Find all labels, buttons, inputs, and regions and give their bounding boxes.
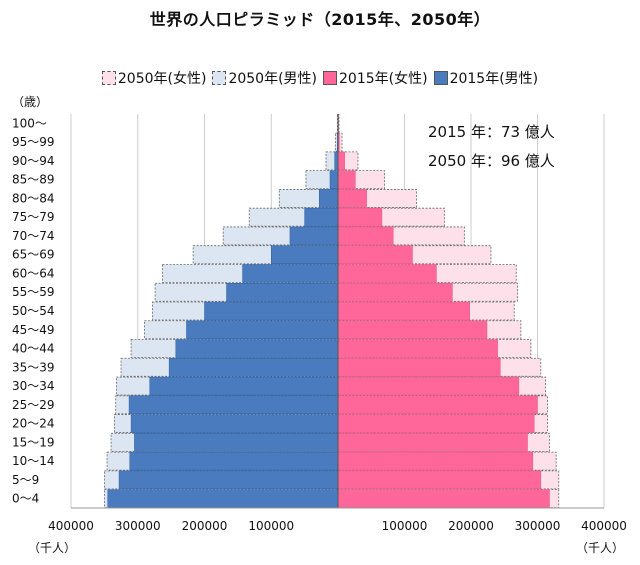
- y-tick-label-18: 10～14: [12, 454, 55, 468]
- bar-m2015-13: [168, 358, 339, 377]
- legend-item-2050-male: 2050年(男性): [212, 68, 317, 88]
- bar-f2015-14: [337, 376, 520, 396]
- y-tick-label-20: 0～4: [12, 492, 39, 506]
- bar-f2015-11: [337, 320, 488, 340]
- y-tick-label-5: 75～79: [12, 210, 55, 224]
- bar-m2015-5: [304, 207, 339, 227]
- bar-m2015-18: [129, 451, 339, 471]
- bar-f2015-17: [337, 433, 528, 452]
- bar-f2015-3: [337, 170, 356, 189]
- y-tick-label-19: 5～9: [12, 473, 39, 487]
- bar-m2015-20: [107, 489, 339, 508]
- bar-f2015-19: [337, 470, 542, 490]
- y-tick-label-1: 95～99: [12, 135, 55, 149]
- bar-m2015-19: [118, 470, 339, 490]
- y-tick-label-14: 30～34: [12, 379, 55, 393]
- annotation-2050: 2050 年：96 億人: [428, 152, 555, 170]
- y-tick-label-12: 40～44: [12, 342, 55, 356]
- bars: [103, 113, 560, 509]
- legend-label-2015-male: 2015年(男性): [449, 71, 539, 87]
- chart-legend: 2050年(女性) 2050年(男性) 2015年(女性) 2015年(男性): [0, 68, 640, 88]
- y-tick-label-6: 70～74: [12, 229, 55, 243]
- bar-m2015-6: [289, 226, 339, 246]
- legend-item-2050-female: 2050年(女性): [101, 68, 207, 88]
- x-axis-unit-left: （千人）: [28, 541, 76, 555]
- bar-m2015-4: [319, 189, 339, 208]
- x-tick-label-5: 200000: [448, 519, 494, 533]
- axes: 100～ 95～99 90～94 85～89 80～84 75～79 70～74 65～69 6…: [12, 114, 627, 533]
- bar-m2015-14: [149, 376, 339, 396]
- y-tick-label-9: 55～59: [12, 285, 55, 299]
- bar-m2015-7: [271, 245, 339, 264]
- x-tick-label-7: 400000: [581, 519, 627, 533]
- y-tick-label-15: 25～29: [12, 398, 55, 412]
- y-tick-label-10: 50～54: [12, 304, 55, 318]
- y-tick-label-0: 100～: [12, 116, 47, 130]
- bar-m2015-15: [128, 395, 339, 415]
- bar-f2015-20: [337, 489, 550, 508]
- bar-f2015-12: [337, 339, 498, 358]
- bar-f2015-5: [337, 207, 383, 227]
- y-axis-label: （歳）: [12, 95, 48, 109]
- bar-m2015-8: [242, 264, 339, 283]
- x-tick-label-3: 100000: [248, 519, 294, 533]
- y-tick-label-13: 35～39: [12, 360, 55, 374]
- legend-label-2015-female: 2015年(女性): [339, 71, 428, 87]
- legend-item-2015-female: 2015年(女性): [323, 68, 428, 88]
- y-tick-label-3: 85～89: [12, 173, 55, 187]
- x-tick-label-4: 100000: [382, 519, 428, 533]
- legend-swatch-2015-female: [323, 71, 337, 85]
- bar-m2015-10: [204, 301, 339, 321]
- bar-f2015-7: [337, 245, 413, 264]
- y-tick-label-16: 20～24: [12, 417, 55, 431]
- bar-m2015-12: [175, 339, 339, 358]
- bar-f2015-9: [337, 282, 453, 302]
- legend-label-2050-female: 2050年(女性): [117, 71, 207, 87]
- bar-m2015-16: [130, 414, 339, 433]
- legend-swatch-2050-female: [101, 71, 116, 85]
- bar-f2015-18: [337, 451, 534, 471]
- bar-f2015-4: [337, 189, 367, 208]
- bar-f2015-15: [337, 395, 538, 415]
- y-tick-label-2: 90～94: [12, 154, 55, 168]
- y-tick-label-4: 80～84: [12, 191, 55, 205]
- y-tick-label-8: 60～64: [12, 266, 55, 280]
- annotation-2015: 2015 年：73 億人: [428, 123, 555, 141]
- y-tick-label-7: 65～69: [12, 248, 55, 262]
- x-tick-label-0: 400000: [48, 519, 94, 533]
- bar-f2015-8: [337, 264, 437, 283]
- bar-m2015-17: [134, 433, 339, 452]
- legend-swatch-2015-male: [433, 71, 448, 85]
- bar-f2015-2: [337, 151, 345, 171]
- chart-title: 世界の人口ピラミッド（2015年、2050年）: [149, 10, 491, 29]
- bar-f2015-16: [337, 414, 535, 433]
- x-tick-label-1: 300000: [115, 519, 161, 533]
- bar-m2015-2: [334, 151, 339, 171]
- x-tick-label-2: 200000: [182, 519, 228, 533]
- bar-f2050-1: [337, 132, 343, 152]
- bar-f2015-6: [337, 226, 394, 246]
- y-tick-label-17: 15～19: [12, 435, 55, 449]
- y-tick-label-11: 45～49: [12, 323, 55, 337]
- x-axis-unit-right: （千人）: [576, 541, 624, 555]
- bar-f2015-10: [337, 301, 470, 321]
- bar-f2015-13: [337, 358, 501, 377]
- bar-m2015-9: [226, 282, 339, 302]
- x-tick-label-6: 300000: [515, 519, 561, 533]
- legend-item-2015-male: 2015年(男性): [433, 68, 539, 88]
- bar-m2015-3: [329, 170, 339, 189]
- legend-label-2050-male: 2050年(男性): [228, 71, 317, 87]
- bar-m2015-11: [186, 320, 339, 340]
- legend-swatch-2050-male: [212, 71, 227, 85]
